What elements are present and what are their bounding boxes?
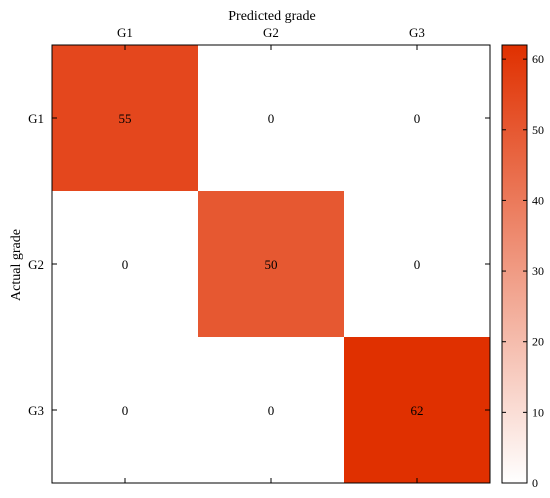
cell-value-label: 50 [265, 257, 278, 272]
x-tick-label: G2 [263, 25, 279, 40]
heatmap-cell [52, 45, 198, 191]
y-tick-label: G2 [28, 257, 44, 272]
cell-value-label: 0 [268, 111, 275, 126]
heatmap-cell [344, 45, 490, 191]
colorbar-tick-label: 30 [532, 264, 544, 278]
heatmap-cells: 55 0 0 0 50 0 0 0 62 [52, 45, 490, 483]
heatmap-cell [52, 191, 198, 337]
y-tick-label: G3 [28, 403, 44, 418]
x-axis-title: Predicted grade [228, 9, 315, 24]
colorbar-tick-label: 10 [532, 405, 544, 419]
y-axis-ticks: G1 G2 G3 [28, 111, 490, 418]
x-tick-label: G3 [409, 25, 425, 40]
cell-value-label: 0 [268, 403, 275, 418]
cell-value-label: 0 [414, 111, 421, 126]
heatmap-cell [198, 191, 344, 337]
colorbar-tick-label: 0 [532, 476, 538, 490]
cell-value-label: 62 [411, 403, 424, 418]
heatmap-cell [198, 45, 344, 191]
colorbar [501, 44, 528, 484]
cell-value-label: 0 [414, 257, 421, 272]
colorbar-ticks: 0 10 20 30 40 50 60 [502, 52, 544, 490]
plot-frame [51, 44, 491, 484]
colorbar-tick-label: 40 [532, 193, 544, 207]
x-tick-label: G1 [117, 25, 133, 40]
y-tick-label: G1 [28, 111, 44, 126]
colorbar-tick-label: 60 [532, 52, 544, 66]
heatmap-cell [52, 337, 198, 483]
cell-value-label: 0 [122, 257, 129, 272]
colorbar-tick-label: 50 [532, 123, 544, 137]
heatmap-cell [198, 337, 344, 483]
cell-value-label: 0 [122, 403, 129, 418]
heatmap-cell [344, 337, 490, 483]
colorbar-tick-label: 20 [532, 335, 544, 349]
heatmap-cell [344, 191, 490, 337]
cell-value-label: 55 [119, 111, 132, 126]
y-axis-title: Actual grade [9, 229, 24, 301]
x-axis-ticks: G1 G2 G3 [117, 25, 425, 483]
